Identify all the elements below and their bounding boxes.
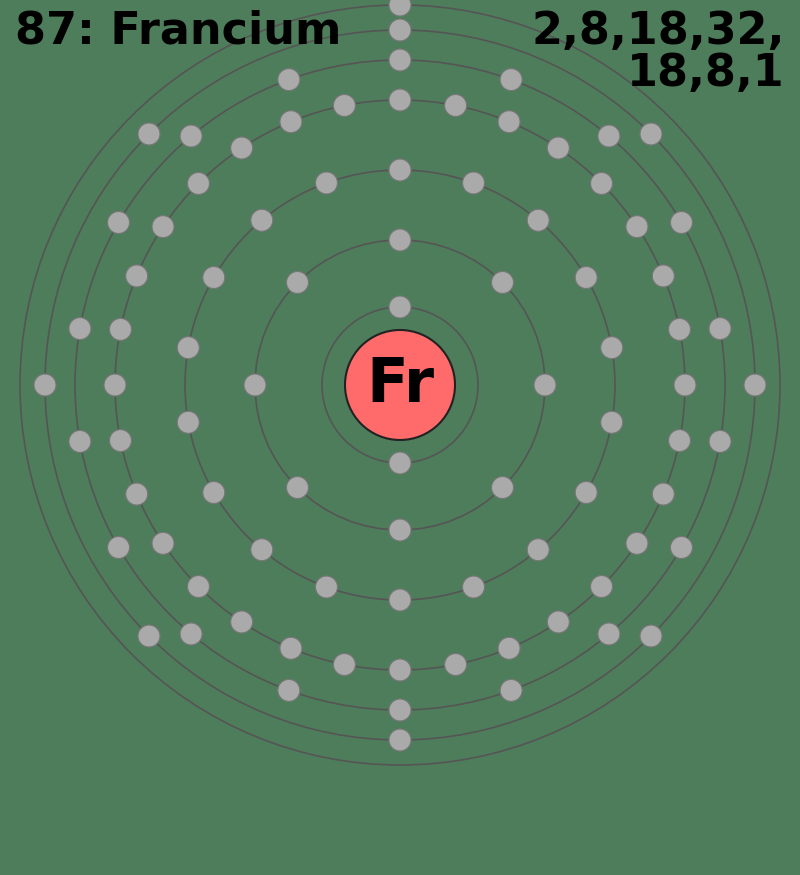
- Circle shape: [500, 679, 522, 702]
- Circle shape: [744, 374, 766, 396]
- Circle shape: [491, 477, 514, 499]
- Circle shape: [251, 209, 273, 231]
- Circle shape: [180, 125, 202, 147]
- Circle shape: [491, 271, 514, 293]
- Circle shape: [389, 159, 411, 181]
- Circle shape: [389, 49, 411, 71]
- Circle shape: [187, 172, 210, 194]
- Circle shape: [69, 430, 91, 452]
- Circle shape: [590, 576, 613, 598]
- Circle shape: [152, 215, 174, 238]
- Circle shape: [110, 430, 131, 452]
- Circle shape: [445, 654, 466, 676]
- Circle shape: [180, 623, 202, 645]
- Circle shape: [547, 137, 570, 159]
- Text: 2,8,18,32,: 2,8,18,32,: [532, 10, 785, 53]
- Circle shape: [389, 229, 411, 251]
- Circle shape: [498, 111, 520, 133]
- Circle shape: [462, 576, 485, 598]
- Circle shape: [598, 623, 620, 645]
- Circle shape: [278, 68, 300, 91]
- Circle shape: [187, 576, 210, 598]
- Circle shape: [110, 318, 131, 340]
- Circle shape: [670, 536, 693, 558]
- Circle shape: [69, 318, 91, 340]
- Circle shape: [709, 430, 731, 452]
- Circle shape: [107, 212, 130, 234]
- Circle shape: [203, 267, 225, 289]
- Circle shape: [389, 452, 411, 474]
- Circle shape: [389, 19, 411, 41]
- Circle shape: [601, 337, 622, 359]
- Circle shape: [389, 89, 411, 111]
- Text: Fr: Fr: [366, 355, 434, 415]
- Circle shape: [230, 611, 253, 633]
- Circle shape: [126, 265, 148, 287]
- Circle shape: [669, 318, 690, 340]
- Circle shape: [251, 539, 273, 561]
- Circle shape: [334, 94, 355, 116]
- Circle shape: [334, 654, 355, 676]
- Circle shape: [104, 374, 126, 396]
- Circle shape: [601, 411, 622, 433]
- Circle shape: [230, 137, 253, 159]
- Circle shape: [626, 532, 648, 555]
- Circle shape: [280, 637, 302, 659]
- Circle shape: [389, 0, 411, 16]
- Circle shape: [389, 699, 411, 721]
- Circle shape: [280, 111, 302, 133]
- Circle shape: [670, 212, 693, 234]
- Circle shape: [652, 265, 674, 287]
- Circle shape: [527, 209, 549, 231]
- Circle shape: [203, 481, 225, 503]
- Circle shape: [534, 374, 556, 396]
- Circle shape: [389, 589, 411, 611]
- Circle shape: [640, 123, 662, 145]
- Circle shape: [152, 532, 174, 555]
- Circle shape: [286, 477, 309, 499]
- Circle shape: [640, 625, 662, 647]
- Circle shape: [598, 125, 620, 147]
- Circle shape: [107, 536, 130, 558]
- Circle shape: [547, 611, 570, 633]
- Circle shape: [244, 374, 266, 396]
- Circle shape: [462, 172, 485, 194]
- Circle shape: [389, 519, 411, 541]
- Circle shape: [178, 337, 199, 359]
- Circle shape: [709, 318, 731, 340]
- Circle shape: [315, 172, 338, 194]
- Circle shape: [389, 659, 411, 681]
- Circle shape: [178, 411, 199, 433]
- Circle shape: [389, 729, 411, 751]
- Text: 18,8,1: 18,8,1: [627, 52, 785, 94]
- Circle shape: [575, 267, 597, 289]
- Circle shape: [527, 539, 549, 561]
- Circle shape: [498, 637, 520, 659]
- Text: 87: Francium: 87: Francium: [15, 10, 342, 53]
- Circle shape: [590, 172, 613, 194]
- Circle shape: [652, 483, 674, 505]
- Circle shape: [138, 625, 160, 647]
- Circle shape: [445, 94, 466, 116]
- Circle shape: [575, 481, 597, 503]
- Circle shape: [286, 271, 309, 293]
- Circle shape: [674, 374, 696, 396]
- Circle shape: [669, 430, 690, 452]
- Circle shape: [345, 330, 455, 440]
- Circle shape: [500, 68, 522, 91]
- Circle shape: [389, 296, 411, 318]
- Circle shape: [138, 123, 160, 145]
- Circle shape: [626, 215, 648, 238]
- Circle shape: [34, 374, 56, 396]
- Circle shape: [315, 576, 338, 598]
- Circle shape: [126, 483, 148, 505]
- Circle shape: [278, 679, 300, 702]
